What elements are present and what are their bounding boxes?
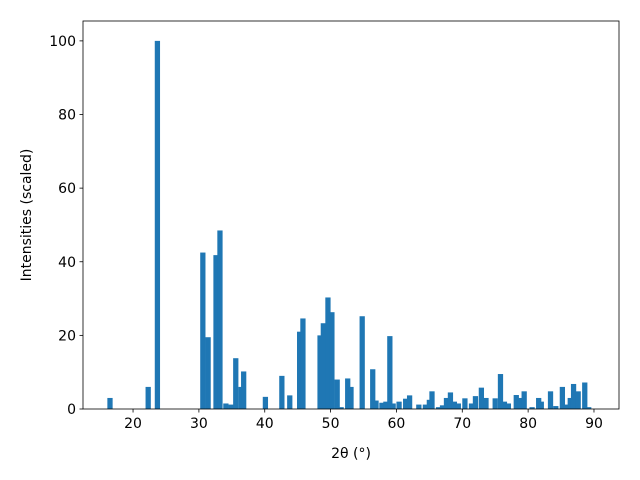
- bar: [262, 396, 269, 409]
- x-axis-label: 2θ (°): [331, 446, 371, 462]
- bar: [334, 379, 340, 409]
- bar: [416, 404, 422, 409]
- bar: [478, 387, 485, 409]
- bar: [345, 378, 351, 409]
- bar: [429, 391, 435, 409]
- bar: [373, 400, 379, 409]
- bar: [455, 403, 461, 409]
- x-tick-label: 80: [519, 416, 537, 432]
- bar: [492, 398, 498, 409]
- bar: [390, 403, 396, 409]
- bar: [205, 337, 211, 409]
- bar: [325, 297, 331, 409]
- x-tick-label: 90: [585, 416, 603, 432]
- bar: [501, 401, 508, 409]
- y-tick-label: 80: [58, 108, 76, 124]
- bar: [228, 404, 234, 409]
- bar: [547, 391, 554, 409]
- bar: [462, 398, 468, 409]
- bar: [422, 404, 429, 409]
- x-tick-label: 60: [388, 416, 406, 432]
- x-tick-label: 50: [322, 416, 340, 432]
- bar: [559, 386, 566, 409]
- bar: [570, 383, 577, 409]
- bar: [217, 230, 223, 409]
- bar: [538, 401, 544, 409]
- bar: [154, 40, 161, 409]
- y-tick-label: 40: [58, 255, 76, 271]
- y-tick-label: 60: [58, 181, 76, 197]
- x-tick-label: 30: [190, 416, 208, 432]
- bar: [107, 397, 113, 409]
- bar: [483, 397, 489, 409]
- bar: [586, 407, 592, 409]
- bar: [443, 397, 450, 409]
- bar: [233, 358, 239, 409]
- bar: [567, 397, 573, 409]
- bar: [348, 386, 354, 409]
- bar: [223, 403, 229, 409]
- bar: [435, 407, 442, 409]
- bar: [468, 403, 475, 409]
- bar: [406, 395, 413, 409]
- bar: [451, 401, 458, 409]
- bar: [329, 312, 335, 409]
- x-tick-label: 20: [124, 416, 142, 432]
- bar: [287, 395, 293, 409]
- bar: [383, 401, 389, 409]
- bar: [359, 316, 365, 409]
- bar: [387, 336, 393, 409]
- x-tick-label: 70: [453, 416, 471, 432]
- bar: [200, 252, 206, 409]
- bar: [370, 369, 376, 409]
- bar: [379, 402, 385, 409]
- bar: [317, 335, 323, 409]
- bar: [505, 403, 512, 409]
- bar: [320, 323, 326, 409]
- bar: [403, 398, 409, 409]
- y-tick-label: 0: [67, 402, 76, 418]
- y-tick-label: 100: [49, 34, 76, 50]
- bar: [300, 318, 306, 409]
- bar: [529, 407, 535, 409]
- bar: [145, 386, 151, 409]
- bar: [513, 395, 519, 409]
- bar: [439, 405, 446, 409]
- bar: [297, 331, 303, 409]
- bar: [517, 397, 523, 409]
- bar: [582, 382, 588, 409]
- bar: [563, 404, 569, 409]
- plot-frame: [82, 20, 620, 410]
- bar: [241, 371, 247, 409]
- bar: [213, 255, 219, 409]
- bar: [521, 391, 527, 409]
- y-tick-label: 20: [58, 328, 76, 344]
- bar: [575, 391, 581, 409]
- bar: [472, 396, 479, 409]
- bar: [447, 392, 454, 409]
- bar: [553, 406, 559, 409]
- y-axis-label: Intensities (scaled): [19, 149, 35, 282]
- bar: [338, 407, 344, 409]
- bar: [396, 401, 402, 409]
- bar: [279, 375, 285, 409]
- bar: [497, 374, 504, 409]
- x-tick-label: 40: [256, 416, 274, 432]
